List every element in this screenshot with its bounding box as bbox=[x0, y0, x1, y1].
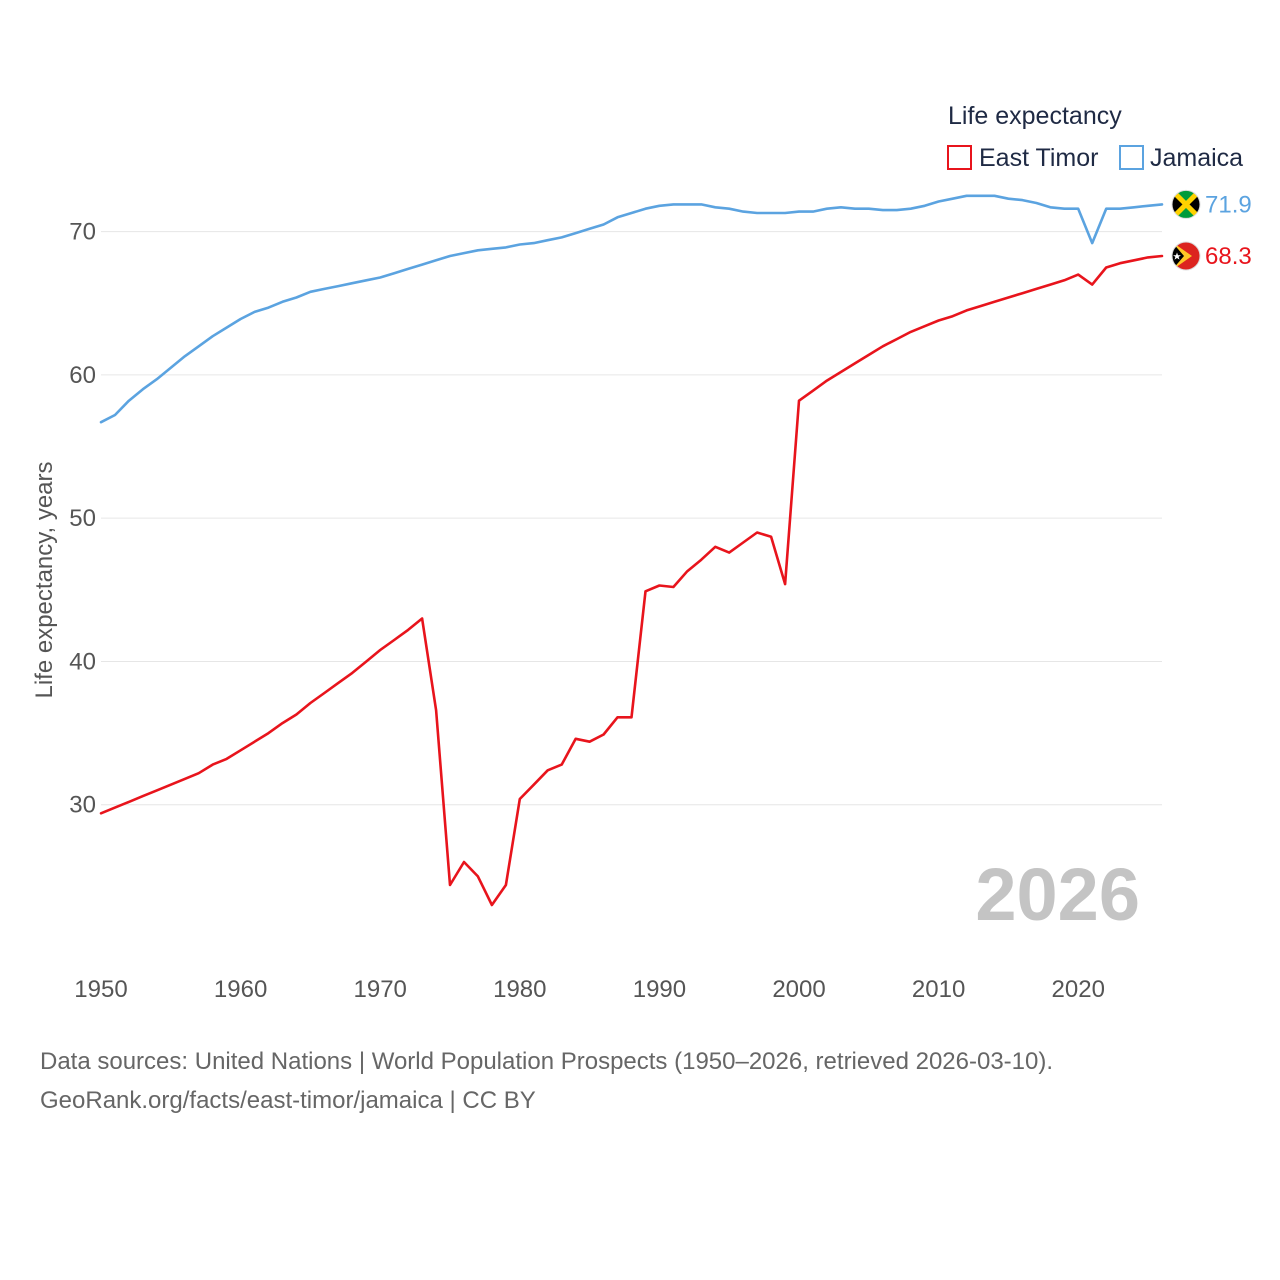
series-line-jamaica[interactable] bbox=[99, 194, 1164, 424]
legend-label-jamaica: Jamaica bbox=[1150, 144, 1243, 172]
source-footer: Data sources: United Nations | World Pop… bbox=[40, 1042, 1053, 1120]
legend-title: Life expectancy bbox=[948, 102, 1122, 130]
legend-item-jamaica[interactable]: Jamaica bbox=[1119, 144, 1243, 172]
y-tick-label: 40 bbox=[69, 648, 96, 675]
y-tick-label: 70 bbox=[69, 219, 96, 246]
x-tick-label: 2020 bbox=[1052, 976, 1105, 1003]
end-value-label-jamaica: 71.9 bbox=[1205, 191, 1252, 218]
end-value-label-east-timor: 68.3 bbox=[1205, 243, 1252, 270]
x-tick-label: 2000 bbox=[772, 976, 825, 1003]
y-tick-label: 60 bbox=[69, 362, 96, 389]
legend-label-east-timor: East Timor bbox=[979, 144, 1098, 172]
series-line-east-timor[interactable] bbox=[99, 254, 1164, 907]
attribution-line: GeoRank.org/facts/east-timor/jamaica | C… bbox=[40, 1087, 536, 1114]
east-timor-flag-icon bbox=[1171, 241, 1201, 271]
legend: Life expectancy East Timor Jamaica bbox=[947, 102, 1243, 172]
y-axis-ticks: 30 40 50 60 70 bbox=[69, 219, 96, 819]
x-tick-label: 1960 bbox=[214, 976, 267, 1003]
legend-item-east-timor[interactable]: East Timor bbox=[947, 144, 1098, 172]
series-lines bbox=[99, 194, 1164, 907]
y-tick-label: 30 bbox=[69, 792, 96, 819]
y-axis-label: Life expectancy, years bbox=[31, 461, 58, 698]
x-tick-label: 1980 bbox=[493, 976, 546, 1003]
x-axis-ticks: 1950 1960 1970 1980 1990 2000 2010 2020 bbox=[74, 976, 1105, 1003]
x-tick-label: 1990 bbox=[633, 976, 686, 1003]
line-chart: 30 40 50 60 70 1950 1960 1970 1980 1990 2000 2010 2… bbox=[31, 102, 1252, 1003]
legend-swatch-jamaica bbox=[1119, 145, 1144, 170]
x-tick-label: 2010 bbox=[912, 976, 965, 1003]
x-tick-label: 1970 bbox=[354, 976, 407, 1003]
x-tick-label: 1950 bbox=[74, 976, 127, 1003]
source-line: Data sources: United Nations | World Pop… bbox=[40, 1048, 1054, 1075]
jamaica-flag-icon bbox=[1171, 189, 1201, 219]
grid bbox=[101, 231, 1162, 806]
current-year-watermark: 2026 bbox=[975, 853, 1140, 936]
legend-swatch-east-timor bbox=[947, 145, 972, 170]
y-tick-label: 50 bbox=[69, 505, 96, 532]
